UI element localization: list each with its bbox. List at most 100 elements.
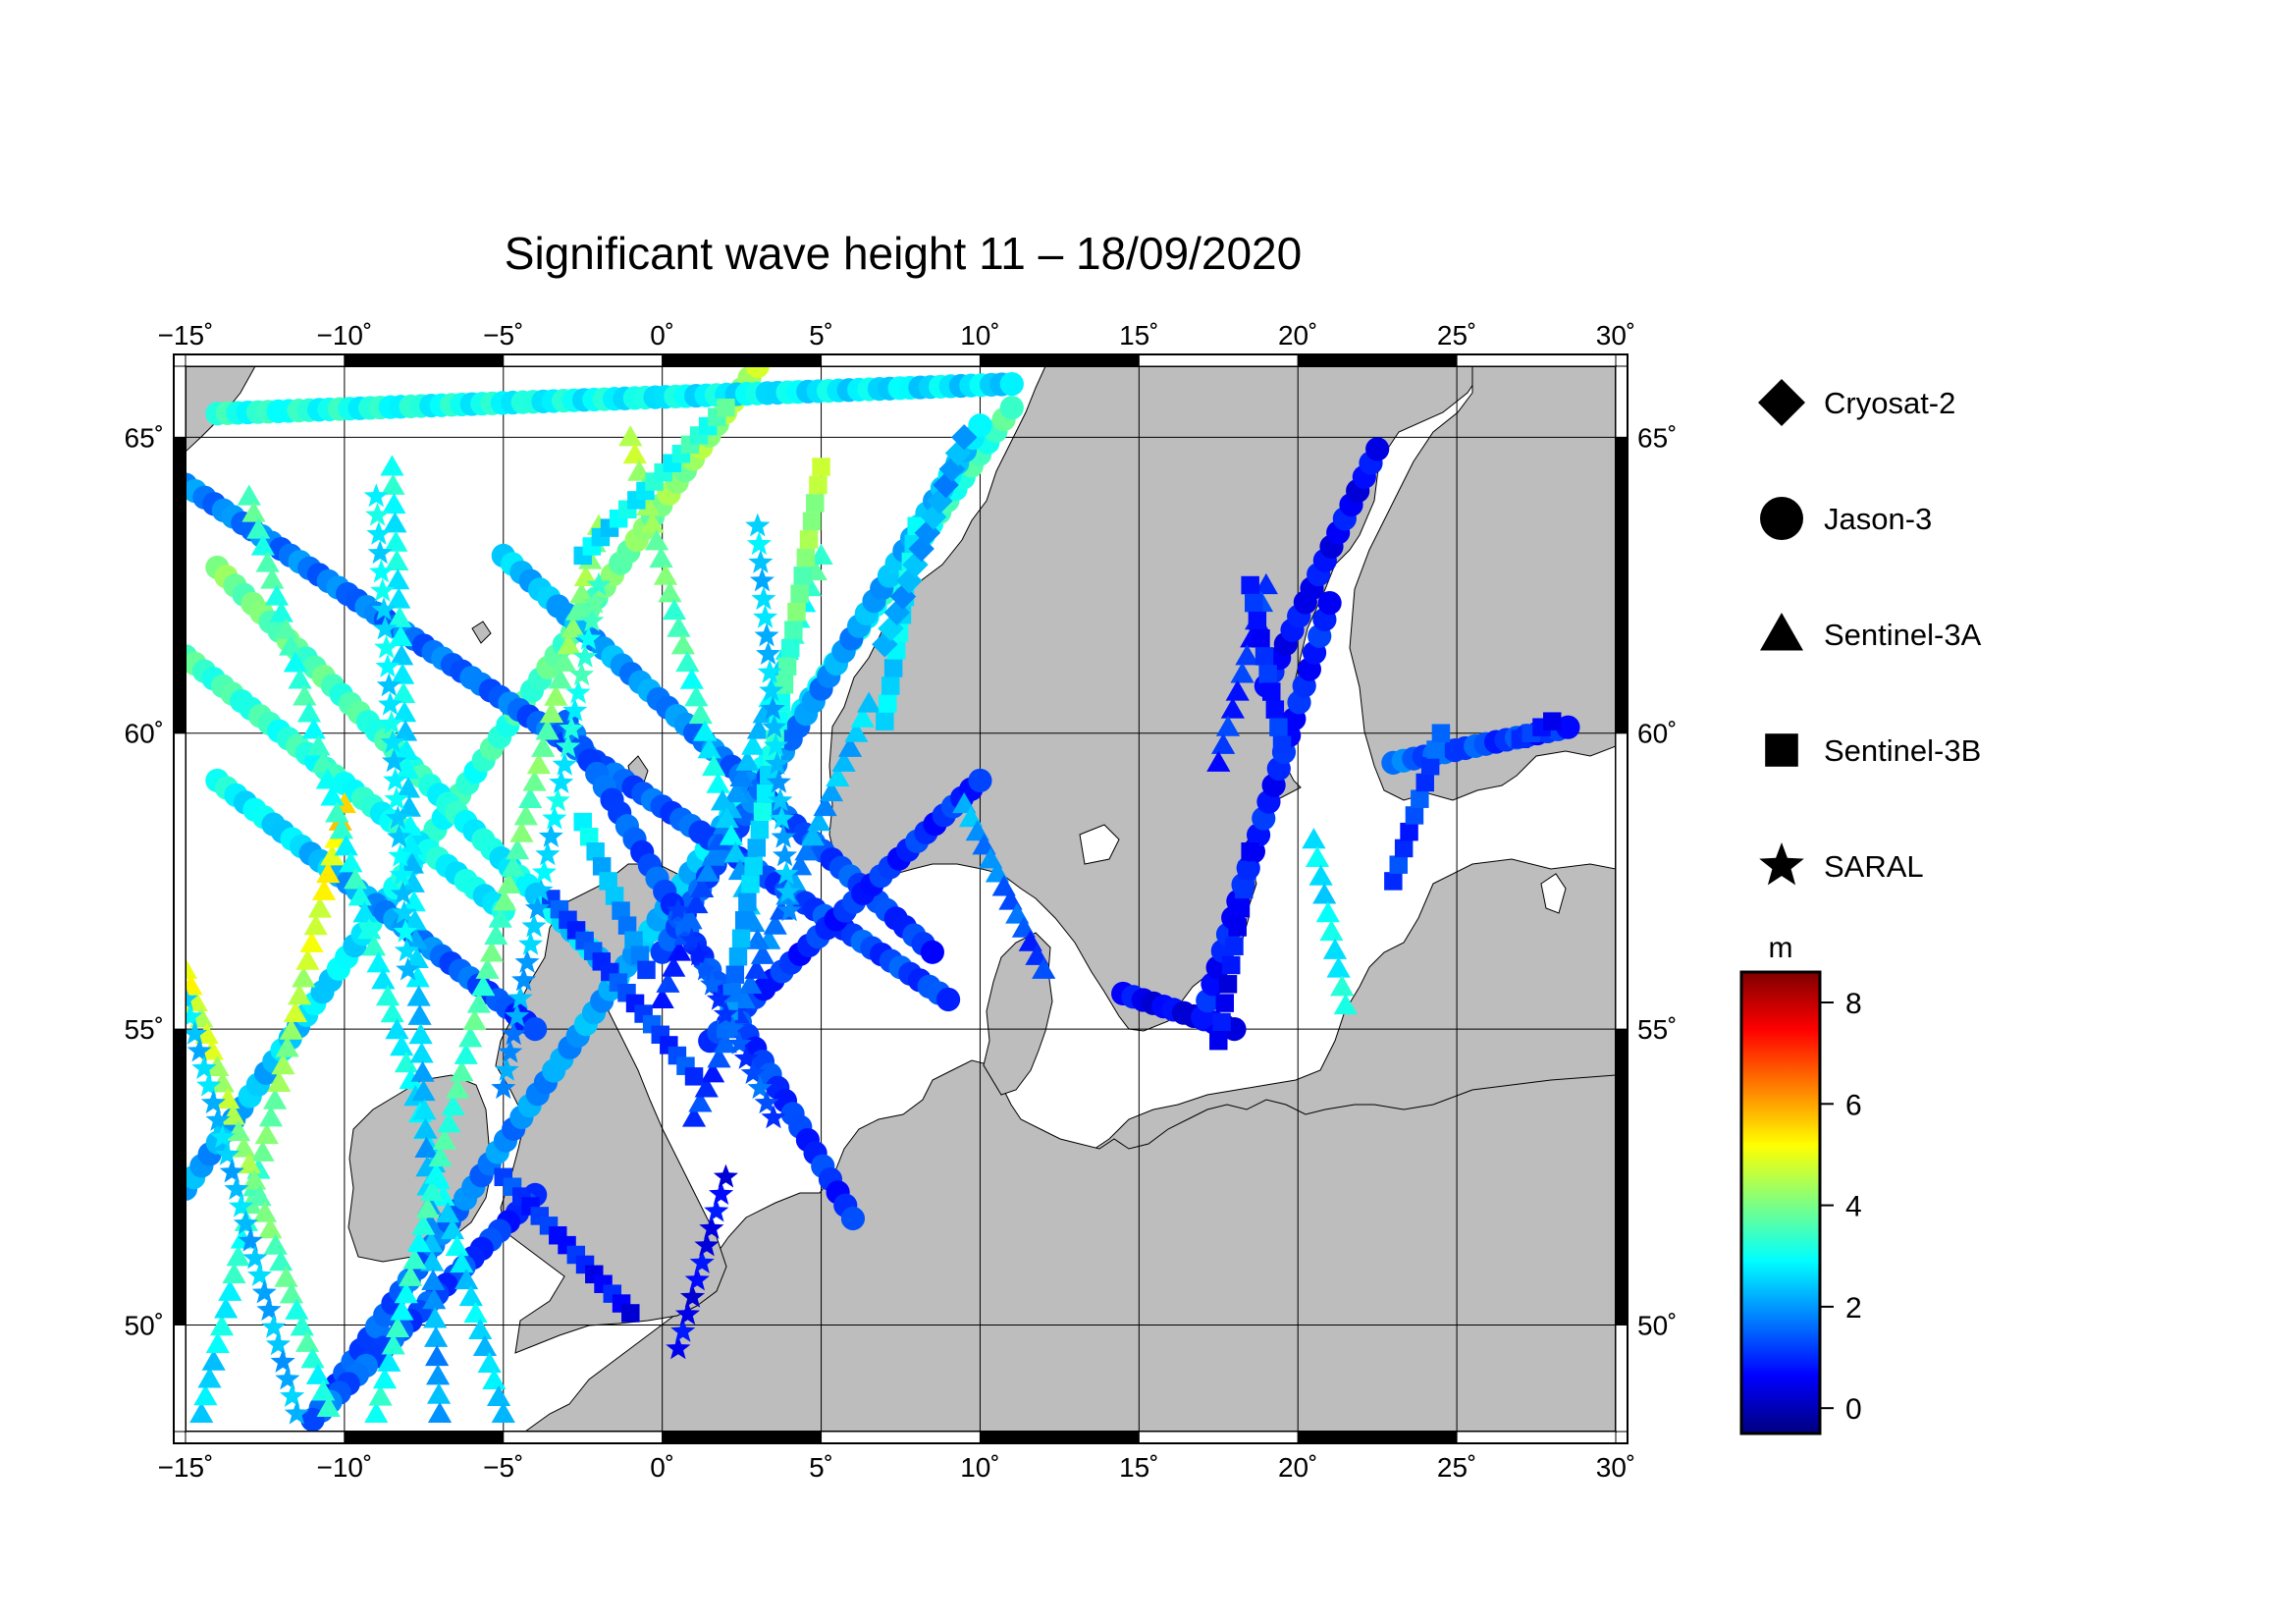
track-point bbox=[1245, 593, 1263, 613]
track-point bbox=[968, 768, 992, 793]
track-point bbox=[411, 1079, 436, 1102]
track-point bbox=[806, 494, 825, 513]
track-point bbox=[390, 1299, 414, 1321]
track-point bbox=[761, 1105, 786, 1129]
track-point bbox=[653, 564, 678, 585]
track-point bbox=[1394, 839, 1414, 858]
track-point bbox=[719, 824, 744, 845]
track-point bbox=[565, 679, 591, 704]
track-point bbox=[773, 842, 798, 867]
land-finland-russia bbox=[1349, 366, 1616, 801]
track-point bbox=[524, 895, 550, 920]
track-point bbox=[1319, 919, 1344, 942]
track-point bbox=[193, 1384, 218, 1406]
latitude-tick-label: 55˚ bbox=[125, 1014, 164, 1045]
track-point bbox=[390, 1035, 414, 1056]
track-point bbox=[720, 1015, 745, 1040]
track-point bbox=[723, 781, 748, 803]
track-point bbox=[545, 787, 570, 812]
track-point bbox=[258, 1217, 283, 1239]
track-point bbox=[694, 1076, 719, 1098]
track-point bbox=[809, 475, 828, 495]
track-point bbox=[394, 1282, 418, 1304]
track-point bbox=[573, 812, 592, 832]
track-point bbox=[454, 1043, 478, 1064]
track-point bbox=[388, 606, 412, 627]
track-point bbox=[670, 1318, 696, 1342]
track-point bbox=[379, 710, 404, 734]
track-point bbox=[311, 879, 337, 900]
track-point bbox=[679, 668, 704, 689]
longitude-tick-label: 15˚ bbox=[1119, 320, 1158, 351]
track-point bbox=[1248, 611, 1267, 630]
frame-segment-top bbox=[1138, 353, 1299, 367]
track-point bbox=[292, 966, 316, 988]
frame-segment-bottom bbox=[821, 1431, 981, 1444]
legend-label: Sentinel-3A bbox=[1824, 618, 1982, 652]
track-point bbox=[301, 718, 326, 739]
track-point bbox=[491, 1401, 515, 1423]
track-point bbox=[371, 597, 397, 621]
track-point bbox=[414, 1136, 439, 1158]
track-point bbox=[592, 857, 612, 876]
track-point bbox=[385, 549, 409, 570]
frame-segment-top bbox=[1456, 353, 1617, 367]
frame-segment-bottom bbox=[344, 1431, 505, 1444]
track-point bbox=[209, 1315, 235, 1336]
track-point bbox=[644, 529, 669, 551]
track-point bbox=[507, 985, 533, 1009]
series-saral bbox=[186, 483, 802, 1425]
track-point bbox=[426, 1382, 452, 1404]
track-point bbox=[357, 918, 382, 940]
series-cryosat-2 bbox=[872, 424, 978, 658]
track-point bbox=[364, 1401, 389, 1423]
track-point bbox=[445, 1234, 469, 1257]
track-point bbox=[320, 844, 345, 866]
frame-border bbox=[173, 353, 1629, 1444]
track-point bbox=[1255, 647, 1274, 666]
track-point bbox=[1400, 822, 1418, 841]
track-point bbox=[700, 971, 725, 996]
track-point bbox=[383, 512, 407, 533]
map-area: −15˚ −10˚ −5˚ 0˚ 5˚ 10˚ 15˚ 20˚ 25˚ 30˚ −15˚ −10˚ −… bbox=[125, 320, 1678, 1483]
track-point bbox=[267, 1070, 292, 1092]
track-point bbox=[484, 923, 508, 946]
latitude-labels-right: 50˚ 55˚ 60˚ 65˚ bbox=[1637, 422, 1677, 1340]
track-point bbox=[404, 947, 429, 969]
track-point bbox=[269, 601, 294, 622]
track-point bbox=[1302, 828, 1326, 849]
map-title: Significant wave height 11 – 18/09/2020 bbox=[505, 228, 1302, 279]
track-point bbox=[586, 842, 605, 861]
triangle-icon bbox=[1760, 613, 1803, 651]
track-point bbox=[200, 1090, 226, 1114]
track-point bbox=[389, 862, 414, 887]
track-point bbox=[701, 1061, 725, 1083]
track-point bbox=[462, 1008, 487, 1031]
track-point bbox=[224, 1176, 249, 1200]
track-point bbox=[1212, 1012, 1231, 1032]
track-point bbox=[293, 684, 317, 706]
track-point bbox=[201, 1349, 226, 1371]
frame-segment-right bbox=[1615, 732, 1629, 1030]
track-point bbox=[303, 914, 328, 936]
track-point bbox=[612, 901, 630, 920]
track-point bbox=[261, 1314, 287, 1338]
track-point bbox=[776, 897, 802, 922]
track-point bbox=[288, 668, 312, 689]
track-point bbox=[295, 948, 320, 970]
track-point bbox=[386, 568, 410, 590]
track-point bbox=[366, 951, 391, 973]
frame-segment-top bbox=[503, 353, 664, 367]
track-point bbox=[458, 1026, 483, 1048]
track-point bbox=[371, 968, 396, 990]
track-point bbox=[290, 1315, 314, 1336]
track-point bbox=[999, 371, 1024, 397]
track-point bbox=[199, 1039, 225, 1060]
track-point bbox=[701, 844, 725, 866]
track-point bbox=[857, 691, 881, 713]
track-point bbox=[255, 551, 280, 572]
track-point bbox=[385, 805, 410, 830]
track-point bbox=[486, 1384, 511, 1407]
track-point bbox=[999, 396, 1024, 420]
track-point bbox=[251, 1279, 277, 1304]
